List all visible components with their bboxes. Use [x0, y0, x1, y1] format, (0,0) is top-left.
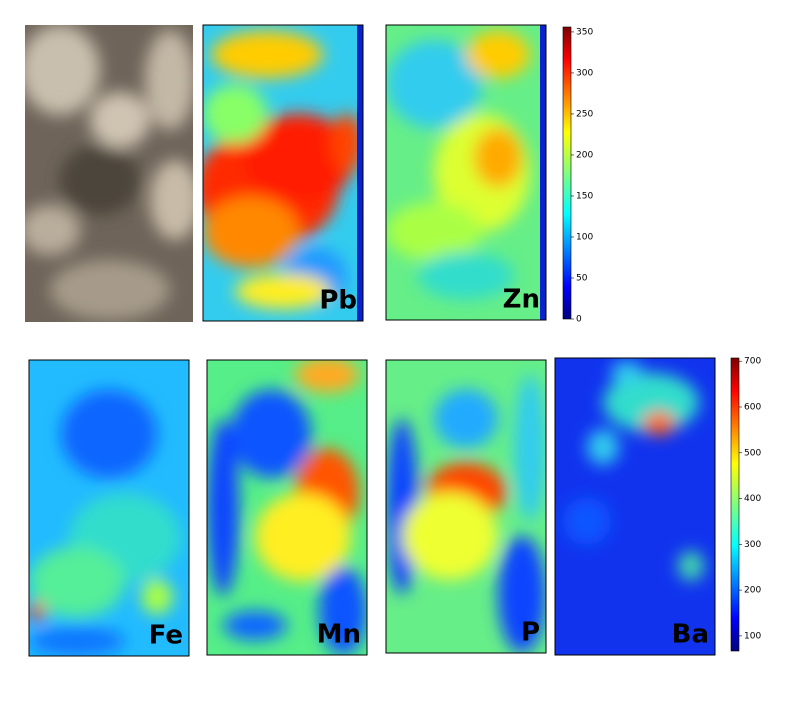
colorbar-tick-label: 300: [576, 68, 593, 78]
heatmap-blob: [231, 389, 311, 478]
heatmap-blobs: [207, 360, 367, 655]
colorbar-tick-label: 250: [576, 109, 593, 119]
colorbar-tick-label: 100: [744, 631, 761, 641]
heatmap-blob: [223, 610, 287, 641]
heatmap-blob: [402, 491, 498, 580]
heatmap-blob: [587, 429, 619, 465]
heatmap: [29, 360, 189, 656]
map-frame: [206, 359, 368, 656]
heatmap-blob: [386, 202, 482, 261]
heatmap-blob: [418, 252, 514, 300]
heatmap-blob: [203, 196, 299, 268]
map-frame: [202, 24, 364, 322]
heatmap-blob: [498, 535, 546, 653]
rock-photo: [25, 25, 193, 322]
element-label: Zn: [503, 285, 540, 315]
colorbar-tick-label: 100: [576, 232, 593, 242]
heatmap-blob: [295, 360, 359, 393]
heatmap-blob: [243, 113, 355, 203]
heatmap: [203, 25, 363, 321]
map-frame: [385, 24, 547, 321]
colorbar-tick-label: 350: [576, 27, 593, 37]
colorbar-scale: [562, 26, 572, 320]
element-label: Pb: [319, 286, 357, 316]
heatmap-blob: [207, 419, 239, 596]
heatmap-blob: [255, 492, 351, 582]
colorbar-tick-label: 700: [744, 357, 761, 367]
heatmap-blobs: [386, 374, 546, 653]
heatmap-blob: [643, 411, 675, 436]
element-label: Ba: [672, 620, 709, 650]
heatmap-blob: [514, 374, 546, 522]
element-map: Pb: [202, 24, 364, 322]
element-map: Ba: [554, 357, 716, 656]
heatmap-blob: [61, 389, 157, 479]
heatmap-blob: [141, 579, 173, 615]
colorbar-tick-label: 0: [576, 315, 582, 325]
heatmap-blob: [386, 418, 418, 595]
element-map: P: [385, 359, 547, 654]
heatmap-blob: [466, 30, 530, 79]
map-frame: [554, 357, 716, 656]
element-map: Mn: [206, 359, 368, 656]
heatmap-blob: [434, 389, 498, 448]
colorbar-tick-label: 200: [576, 150, 593, 160]
map-frame: [28, 359, 190, 657]
heatmap: [386, 360, 546, 653]
colorbar-tick-label: 600: [744, 402, 761, 412]
heatmap-blobs: [29, 389, 181, 656]
colorbar-tick-label: 400: [744, 494, 761, 504]
heatmap: [207, 360, 367, 655]
colorbar: 0 50 100 150 200 250 300 350: [562, 26, 593, 325]
heatmap-blobs: [386, 30, 530, 300]
edge-strip: [357, 25, 363, 321]
heatmap-blob: [29, 546, 125, 618]
element-map: Zn: [385, 24, 547, 321]
heatmap-blob: [235, 273, 331, 310]
heatmap-blob: [29, 626, 125, 656]
colorbar-tick-label: 300: [744, 540, 761, 550]
colorbar-scale: [730, 357, 740, 652]
heatmap-blob: [331, 113, 363, 173]
heatmap-blob: [563, 497, 611, 546]
heatmap-blob: [203, 84, 267, 144]
colorbar-tick-label: 200: [744, 586, 761, 596]
heatmap-blob: [611, 360, 643, 385]
colorbar: 100 200 300 400 500 600 700: [730, 357, 761, 652]
heatmap-blob: [211, 30, 323, 79]
element-label: Mn: [317, 620, 361, 650]
colorbar-tick-label: 50: [576, 273, 588, 283]
heatmap: [386, 25, 546, 320]
heatmap-blob: [386, 39, 482, 129]
colorbar-tick-label: 150: [576, 191, 593, 201]
heatmap-blobs: [203, 30, 363, 310]
heatmap-blob: [29, 602, 45, 621]
heatmap: [555, 358, 715, 655]
heatmap-blob: [678, 551, 704, 581]
edge-strip: [540, 25, 546, 320]
colorbar-tick-label: 500: [744, 448, 761, 458]
heatmap-blobs: [563, 360, 704, 581]
heatmap-blob: [474, 128, 522, 188]
heatmap-blob: [603, 372, 699, 433]
heatmap-blob: [319, 566, 367, 655]
element-map: Fe: [28, 359, 190, 657]
element-label: P: [521, 618, 540, 648]
map-frame: [385, 359, 547, 654]
element-label: Fe: [149, 621, 183, 651]
